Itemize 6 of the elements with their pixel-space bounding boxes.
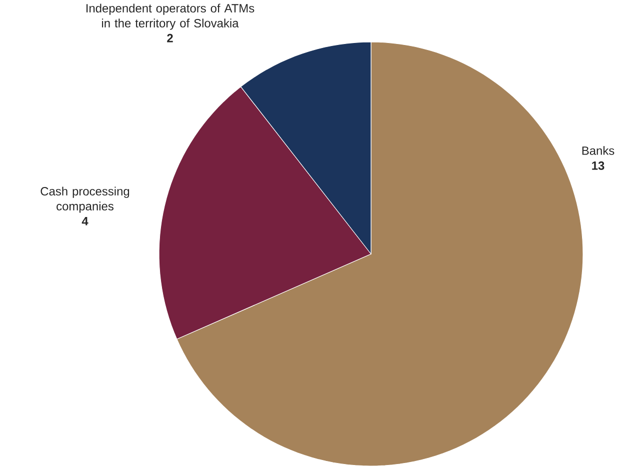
slice-label: Cash processing companies: [40, 186, 130, 213]
data-label: 13: [592, 161, 604, 170]
data-label: 4: [82, 217, 88, 226]
data-label: 2: [167, 34, 173, 42]
slice-label: Independent operators of ATMs in the territory of Slovakia: [86, 4, 254, 30]
slice-label: Banks: [582, 146, 614, 155]
